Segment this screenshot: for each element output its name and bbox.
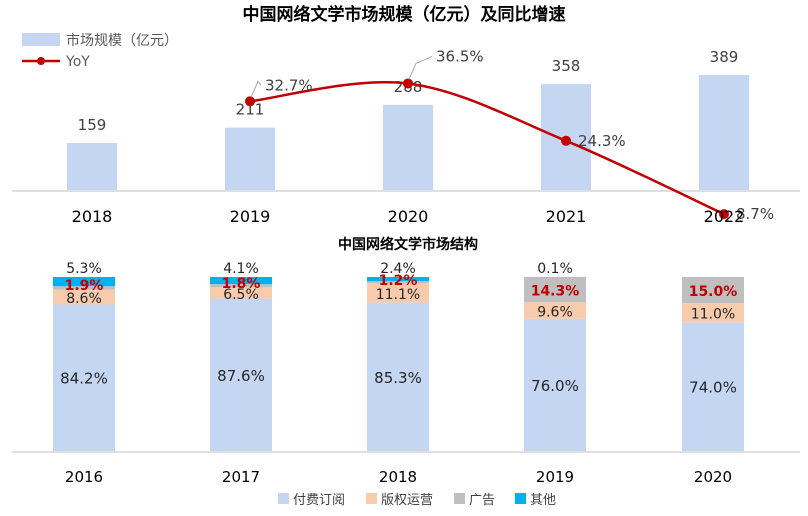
bar-value-label: 358 [552,57,581,75]
bar [383,104,433,190]
segment-label: 74.0% [689,379,737,397]
yoy-leader-line [250,80,262,98]
stack-segment [524,302,586,319]
bar [699,75,749,190]
bar [67,142,117,190]
stack-segment [53,289,115,305]
stack-segment [53,286,115,290]
stack-segment [210,298,272,451]
segment-label: 1.2% [379,273,418,289]
segment-label: 4.1% [223,261,259,277]
x-tick-label: 2017 [222,468,260,486]
yoy-leader-line [408,55,433,80]
stack-segment [53,277,115,287]
stack-segment [367,302,429,451]
yoy-point [403,78,413,89]
legend-swatch [454,493,465,504]
segment-label: 14.3% [531,284,580,300]
x-tick-label: 2021 [546,207,587,226]
x-tick-label: 2020 [694,468,732,486]
yoy-line [249,80,725,216]
segment-label: 84.2% [60,370,108,388]
legend-label: 付费订阅 [293,493,345,508]
bar-value-label: 389 [710,48,739,66]
yoy-point [719,209,729,220]
x-tick-label: 2019 [536,468,574,486]
segment-label: 1.9% [65,278,104,294]
segment-label: 0.1% [537,261,573,277]
legend-swatch [366,493,377,504]
segment-label: 9.6% [537,304,573,320]
yoy-label: 32.7% [265,76,313,94]
yoy-label: 36.5% [436,47,484,65]
stack-segment [210,277,272,285]
stack-segment [53,304,115,451]
stack-segment [682,277,744,304]
stack-segment [367,277,429,282]
stack-segment [682,322,744,451]
stack-segment [367,283,429,303]
legend-swatch [515,493,526,504]
chart-title: 中国网络文学市场结构 [338,236,478,253]
stack-segment [210,284,272,288]
market-size-chart: 中国网络文学市场规模（亿元）及同比增速 市场规模（亿元） YoY 159 211 2… [12,4,800,226]
market-structure-chart: 中国网络文学市场结构 84.2% 8.6%1.9%5.3% 87.6% 6.5%1.8… [12,236,800,508]
x-tick-label: 2016 [65,468,103,486]
segment-label: 85.3% [374,369,422,387]
segment-label: 87.6% [217,367,265,385]
stack-segment [210,287,272,299]
segment-label: 5.3% [66,261,102,277]
x-tick-label: 2022 [704,207,745,226]
legend-swatch [278,493,289,504]
bar-value-label: 211 [236,101,265,119]
segment-label: 76.0% [531,377,579,395]
bar-value-label: 159 [78,116,107,134]
x-tick-label: 2020 [388,207,429,226]
segment-label: 6.5% [223,287,259,303]
legend: 市场规模（亿元） YoY [22,32,178,70]
chart-title: 中国网络文学市场规模（亿元）及同比增速 [243,4,566,25]
x-tick-label: 2018 [72,207,113,226]
stack-segment [524,277,586,303]
stack-segment [682,303,744,323]
x-tick-label: 2018 [379,468,417,486]
segment-label: 11.1% [376,287,420,303]
legend-label-line: YoY [65,54,90,70]
segment-label: 8.6% [66,291,102,307]
yoy-point [561,135,571,146]
segment-label: 2.4% [380,261,416,277]
legend-swatch-marker [37,57,45,65]
legend-label: 广告 [469,493,495,508]
stack-segment [367,281,429,284]
yoy-point [245,96,255,107]
legend-label: 其他 [530,493,556,508]
segment-label: 1.8% [222,276,261,292]
bar [225,127,275,190]
yoy-label: 24.3% [578,132,626,150]
legend-label-bar: 市场规模（亿元） [66,32,178,49]
yoy-label: 8.7% [736,205,774,223]
segment-label: 15.0% [689,284,738,300]
legend: 付费订阅 版权运营 广告 其他 [278,492,556,508]
legend-label: 版权运营 [381,492,433,508]
legend-swatch-bar [22,33,60,46]
stack-segment [524,318,586,451]
x-tick-label: 2019 [230,207,271,226]
segment-label: 11.0% [691,307,735,323]
